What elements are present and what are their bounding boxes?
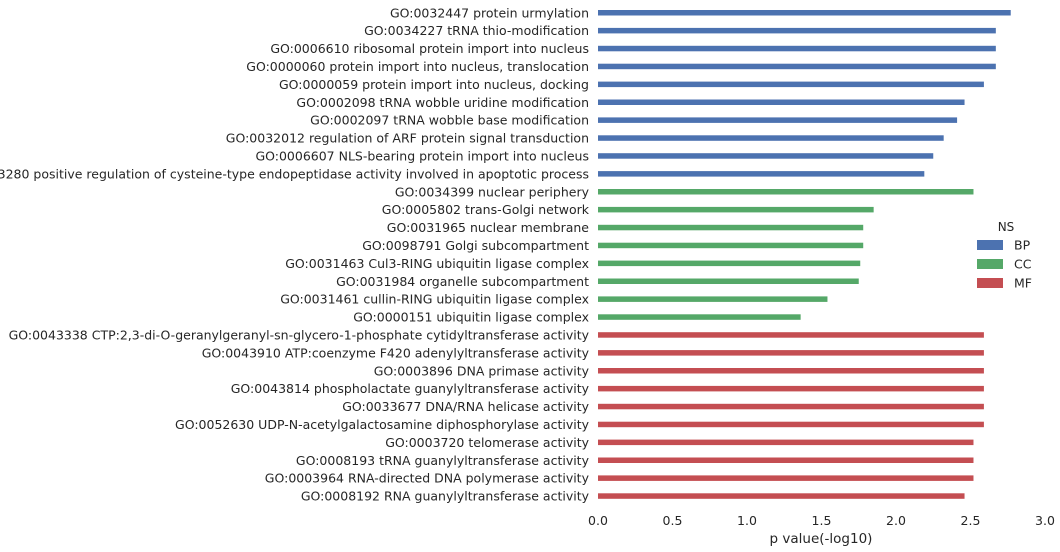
category-label: GO:0043910 ATP:coenzyme F420 adenylyltra…: [202, 345, 590, 360]
legend-label-mf: MF: [1014, 276, 1032, 291]
category-label: GO:0043338 CTP:2,3-di-O-geranylgeranyl-s…: [9, 327, 590, 342]
bar-mf-26: [598, 475, 974, 481]
bar-mf-21: [598, 385, 984, 392]
x-tick-label: 0.0: [588, 513, 608, 528]
category-label: GO:0031984 organelle subcompartment: [336, 274, 589, 289]
x-axis-title: p value(-log10): [770, 531, 873, 547]
bar-bp-1: [598, 27, 996, 34]
category-label: GO:0000060 protein import into nucleus, …: [246, 59, 589, 74]
category-label: GO:0052630 UDP-N-acetylgalactosamine dip…: [175, 417, 590, 432]
category-label: GO:0043280 positive regulation of cystei…: [0, 166, 589, 181]
bar-mf-18: [598, 332, 984, 338]
category-label: GO:0043814 phospholactate guanylyltransf…: [231, 381, 590, 396]
x-tick-label: 1.5: [812, 513, 832, 528]
bar-bp-4: [598, 81, 984, 88]
category-label: GO:0005802 trans-Golgi network: [382, 202, 590, 217]
bar-bp-5: [598, 99, 965, 105]
x-tick-label: 1.0: [737, 513, 757, 528]
legend-title: NS: [998, 220, 1015, 234]
legend-label-cc: CC: [1014, 257, 1032, 272]
category-label: GO:0003720 telomerase activity: [385, 435, 589, 450]
category-label: GO:0031965 nuclear membrane: [387, 220, 590, 235]
bars-layer: [598, 10, 1011, 499]
legend: NS BP CC MF: [977, 220, 1032, 291]
legend-label-bp: BP: [1014, 238, 1031, 253]
category-label: GO:0006607 NLS-bearing protein import in…: [255, 148, 589, 163]
x-axis-ticks: 0.0 0.5 1.0 1.5 2.0 2.5 3.0: [588, 513, 1055, 528]
bar-mf-22: [598, 403, 984, 410]
category-label: GO:0034227 tRNA thio-modification: [364, 23, 589, 38]
bar-bp-2: [598, 45, 996, 52]
category-label: GO:0008192 RNA guanylyltransferase activ…: [301, 489, 590, 504]
bar-cc-12: [598, 224, 864, 231]
category-label: GO:0034399 nuclear periphery: [395, 184, 590, 199]
category-label: GO:0000151 ubiquitin ligase complex: [353, 310, 589, 325]
bar-mf-23: [598, 421, 984, 428]
category-labels: GO:0032447 protein urmylation GO:0034227 …: [0, 5, 590, 503]
bar-cc-15: [598, 278, 859, 284]
category-label: GO:0033677 DNA/RNA helicase activity: [342, 399, 589, 414]
bar-mf-24: [598, 439, 974, 446]
bar-mf-20: [598, 368, 984, 374]
category-label: GO:0008193 tRNA guanylyltransferase acti…: [296, 453, 590, 468]
legend-swatch-cc: [977, 259, 1003, 269]
bar-cc-16: [598, 296, 828, 302]
bar-bp-0: [598, 10, 1011, 16]
bar-bp-9: [598, 171, 925, 177]
legend-swatch-bp: [977, 240, 1003, 250]
bar-cc-10: [598, 189, 974, 195]
legend-swatch-mf: [977, 278, 1003, 288]
bar-bp-7: [598, 135, 944, 141]
bar-cc-14: [598, 260, 861, 267]
category-label: GO:0098791 Golgi subcompartment: [362, 238, 589, 253]
bar-cc-17: [598, 314, 801, 320]
category-label: GO:0002098 tRNA wobble uridine modificat…: [296, 95, 589, 110]
x-tick-label: 0.5: [663, 513, 683, 528]
x-tick-label: 2.5: [961, 513, 981, 528]
category-label: GO:0032447 protein urmylation: [390, 5, 589, 20]
category-label: GO:0003964 RNA-directed DNA polymerase a…: [265, 471, 590, 486]
category-label: GO:0031461 cullin-RING ubiquitin ligase …: [280, 292, 589, 307]
category-label: GO:0002097 tRNA wobble base modification: [310, 113, 589, 128]
bar-mf-19: [598, 350, 984, 356]
bar-mf-25: [598, 457, 974, 463]
x-tick-label: 3.0: [1035, 513, 1055, 528]
category-label: GO:0006610 ribosomal protein import into…: [270, 41, 589, 56]
category-label: GO:0000059 protein import into nucleus, …: [279, 77, 589, 92]
bar-bp-8: [598, 153, 934, 159]
category-label: GO:0003896 DNA primase activity: [374, 363, 590, 378]
category-label: GO:0031463 Cul3-RING ubiquitin ligase co…: [285, 256, 589, 271]
category-label: GO:0032012 regulation of ARF protein sig…: [226, 131, 589, 146]
bar-cc-11: [598, 206, 874, 213]
bar-bp-6: [598, 117, 958, 123]
x-tick-label: 2.0: [886, 513, 906, 528]
bar-mf-27: [598, 493, 965, 499]
bar-cc-13: [598, 242, 864, 249]
bar-bp-3: [598, 63, 996, 70]
